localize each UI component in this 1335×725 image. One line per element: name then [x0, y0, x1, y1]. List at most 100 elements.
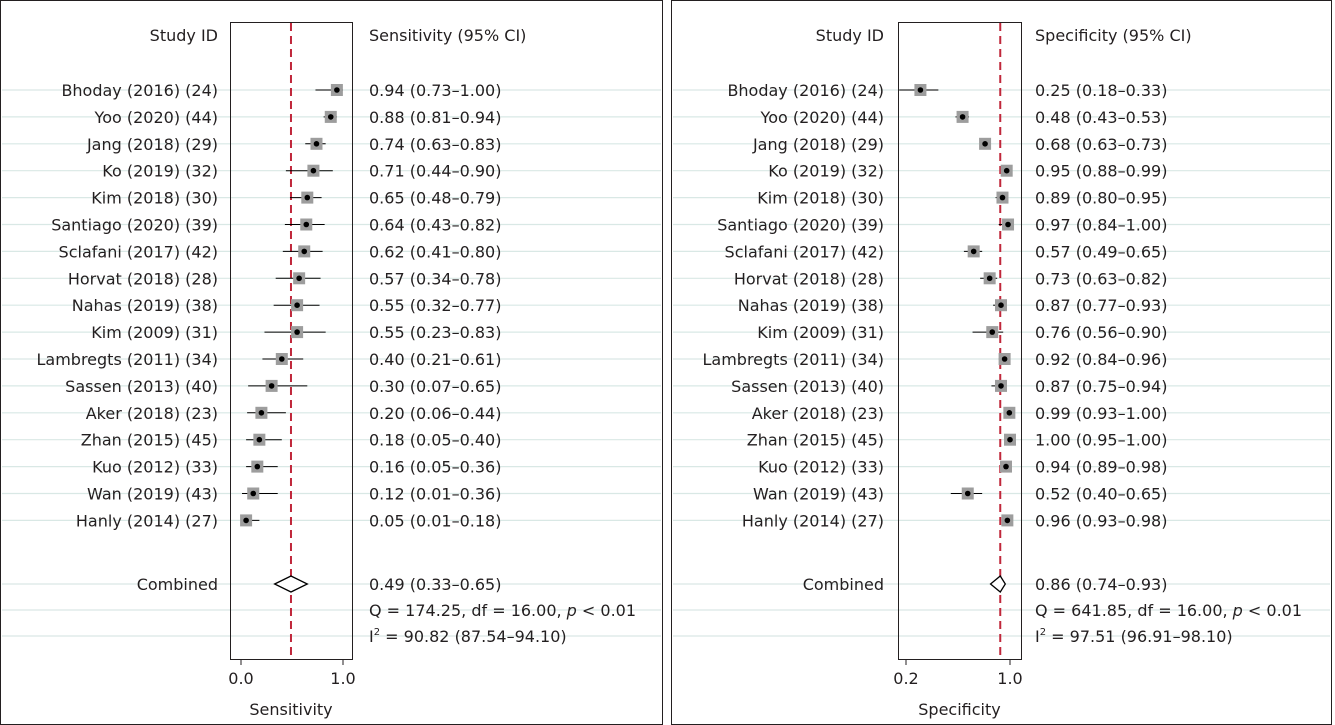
study-point-estimate: [1003, 167, 1010, 174]
study-label: Zhan (2015) (45): [81, 431, 218, 450]
study-point-estimate: [256, 436, 263, 443]
i-squared-text: I2 = 97.51 (96.91–98.10): [1035, 627, 1233, 646]
study-estimate-text: 0.20 (0.06–0.44): [369, 404, 501, 423]
study-estimate-text: 0.92 (0.84–0.96): [1035, 350, 1167, 369]
q-statistic-text: Q = 641.85, df = 16.00, p < 0.01: [1035, 601, 1302, 620]
study-point-estimate: [998, 302, 1004, 309]
study-point-estimate: [294, 329, 300, 335]
study-label: Sassen (2013) (40): [731, 377, 884, 396]
study-label: Sassen (2013) (40): [65, 377, 218, 396]
study-point-estimate: [279, 356, 285, 362]
study-label: Horvat (2018) (28): [68, 269, 218, 288]
study-estimate-text: 0.89 (0.80–0.95): [1035, 189, 1167, 208]
study-estimate-text: 0.97 (0.84–1.00): [1035, 216, 1167, 235]
study-estimate-text: 0.05 (0.01–0.18): [369, 511, 501, 530]
study-estimate-text: 0.68 (0.63–0.73): [1035, 135, 1167, 154]
study-point-estimate: [1006, 410, 1013, 416]
x-axis-tick-label: 1.0: [330, 669, 355, 688]
study-point-estimate: [250, 490, 257, 497]
sensitivity-x-axis-title: Sensitivity: [249, 700, 332, 719]
study-label: Yoo (2020) (44): [94, 108, 218, 127]
x-axis-tick-label: 0.0: [228, 669, 253, 688]
study-point-estimate: [296, 275, 302, 282]
study-point-estimate: [986, 275, 993, 282]
study-point-estimate: [243, 517, 249, 524]
study-estimate-text: 0.40 (0.21–0.61): [369, 350, 501, 369]
study-label: Kim (2018) (30): [757, 189, 884, 208]
study-estimate-text: 0.88 (0.81–0.94): [369, 108, 501, 127]
study-point-estimate: [313, 141, 320, 147]
study-point-estimate: [1001, 356, 1008, 362]
study-point-estimate: [964, 490, 971, 497]
study-estimate-text: 0.55 (0.32–0.77): [369, 296, 501, 315]
combined-estimate-diamond: [273, 575, 309, 593]
study-estimate-text: 0.52 (0.40–0.65): [1035, 485, 1167, 504]
study-label: Wan (2019) (43): [753, 485, 884, 504]
study-estimate-text: 0.16 (0.05–0.36): [369, 458, 501, 477]
combined-estimate-diamond: [989, 575, 1007, 593]
study-point-estimate: [310, 167, 317, 174]
x-axis-tick-label: 1.0: [997, 669, 1022, 688]
study-point-estimate: [303, 221, 310, 228]
study-estimate-text: 0.71 (0.44–0.90): [369, 162, 501, 181]
study-label: Kim (2009) (31): [91, 323, 218, 342]
study-point-estimate: [254, 463, 261, 470]
study-label: Bhoday (2016) (24): [727, 81, 884, 100]
study-point-estimate: [294, 302, 300, 309]
study-label: Ko (2019) (32): [102, 162, 218, 181]
study-label: Aker (2018) (23): [752, 404, 884, 423]
study-label: Lambregts (2011) (34): [702, 350, 884, 369]
study-estimate-text: 0.96 (0.93–0.98): [1035, 511, 1167, 530]
study-point-estimate: [959, 114, 966, 120]
study-label: Santiago (2020) (39): [717, 216, 884, 235]
sensitivity-study-header: Study ID: [150, 26, 218, 45]
study-estimate-text: 0.95 (0.88–0.99): [1035, 162, 1167, 181]
study-estimate-text: 1.00 (0.95–1.00): [1035, 431, 1167, 450]
specificity-plot-area: [898, 22, 1022, 660]
study-point-estimate: [1007, 436, 1013, 443]
sensitivity-plot-area: [230, 22, 353, 660]
study-estimate-text: 0.57 (0.34–0.78): [369, 269, 501, 288]
study-label: Sclafani (2017) (42): [725, 242, 884, 261]
study-label: Jang (2018) (29): [86, 135, 218, 154]
study-label: Kim (2018) (30): [91, 189, 218, 208]
study-label: Lambregts (2011) (34): [36, 350, 218, 369]
study-label: Aker (2018) (23): [86, 404, 218, 423]
sensitivity-panel: Study ID Sensitivity (95% CI) Bhoday (2016…: [0, 0, 663, 725]
study-point-estimate: [998, 383, 1004, 389]
study-point-estimate: [327, 114, 334, 120]
specificity-study-header: Study ID: [816, 26, 884, 45]
i-squared-text: I2 = 90.82 (87.54–94.10): [369, 627, 567, 646]
study-point-estimate: [982, 141, 988, 147]
study-point-estimate: [258, 410, 265, 416]
study-label: Zhan (2015) (45): [747, 431, 884, 450]
study-label: Kuo (2012) (33): [92, 458, 218, 477]
specificity-estimate-header: Specificity (95% CI): [1035, 26, 1192, 45]
study-estimate-text: 0.48 (0.43–0.53): [1035, 108, 1167, 127]
combined-label: Combined: [803, 575, 884, 594]
study-estimate-text: 0.65 (0.48–0.79): [369, 189, 501, 208]
study-estimate-text: 0.64 (0.43–0.82): [369, 216, 501, 235]
study-label: Hanly (2014) (27): [742, 511, 884, 530]
study-estimate-text: 0.76 (0.56–0.90): [1035, 323, 1167, 342]
study-point-estimate: [1003, 463, 1009, 470]
study-estimate-text: 0.12 (0.01–0.36): [369, 485, 501, 504]
study-point-estimate: [970, 248, 977, 255]
specificity-x-axis-title: Specificity: [918, 700, 1000, 719]
study-label: Hanly (2014) (27): [76, 511, 218, 530]
study-label: Yoo (2020) (44): [760, 108, 884, 127]
study-label: Horvat (2018) (28): [734, 269, 884, 288]
study-estimate-text: 0.30 (0.07–0.65): [369, 377, 501, 396]
q-statistic-text: Q = 174.25, df = 16.00, p < 0.01: [369, 601, 636, 620]
study-estimate-text: 0.94 (0.73–1.00): [369, 81, 501, 100]
study-estimate-text: 0.18 (0.05–0.40): [369, 431, 501, 450]
study-point-estimate: [999, 194, 1006, 201]
study-label: Sclafani (2017) (42): [59, 242, 218, 261]
study-estimate-text: 0.94 (0.89–0.98): [1035, 458, 1167, 477]
study-label: Nahas (2019) (38): [738, 296, 884, 315]
study-label: Ko (2019) (32): [768, 162, 884, 181]
study-estimate-text: 0.99 (0.93–1.00): [1035, 404, 1167, 423]
study-point-estimate: [334, 87, 340, 93]
study-estimate-text: 0.55 (0.23–0.83): [369, 323, 501, 342]
